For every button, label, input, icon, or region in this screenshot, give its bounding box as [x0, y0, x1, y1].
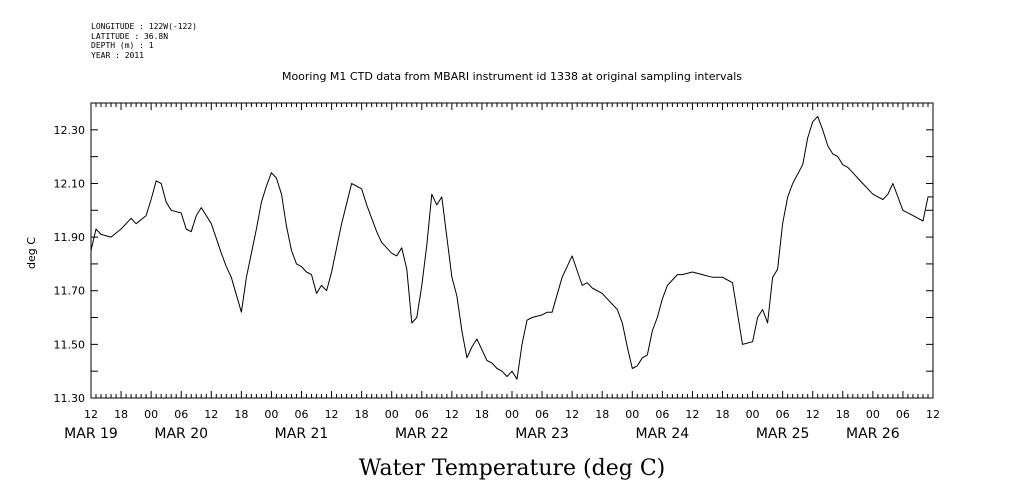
x-tick-label: 00	[866, 408, 880, 421]
data-series	[90, 115, 933, 380]
temperature-series-line	[90, 115, 933, 380]
x-tick-label: 00	[505, 408, 519, 421]
y-tick-label: 11.30	[54, 392, 86, 405]
x-tick-label: 06	[415, 408, 429, 421]
x-tick-label: 12	[806, 408, 820, 421]
x-date-label: MAR 20	[154, 426, 208, 442]
x-date-label: MAR 24	[636, 426, 690, 442]
y-tick-label: 12.30	[54, 124, 86, 137]
y-tick-label: 11.90	[54, 231, 86, 244]
x-tick-label: 00	[625, 408, 639, 421]
meta-latitude: LATITUDE : 36.8N	[91, 31, 169, 41]
x-tick-label: 18	[355, 408, 369, 421]
x-date-label: MAR 25	[756, 426, 810, 442]
chart-title: Mooring M1 CTD data from MBARI instrumen…	[282, 70, 742, 83]
x-tick-label: 00	[144, 408, 158, 421]
plot-axes: 11.30 11.50 11.70 11.90 12.10 12.30 12 18 00 06 12…	[54, 102, 940, 442]
x-tick-label: 06	[655, 408, 669, 421]
x-tick-label: 00	[746, 408, 760, 421]
x-axis-title: Water Temperature (deg C)	[359, 456, 666, 481]
y-axis-label: deg C	[25, 237, 38, 269]
x-tick-label: 00	[264, 408, 278, 421]
x-tick-label: 12	[685, 408, 699, 421]
x-tick-label: 18	[475, 408, 489, 421]
x-tick-label: 00	[385, 408, 399, 421]
x-tick-label: 18	[595, 408, 609, 421]
x-tick-label: 06	[535, 408, 549, 421]
x-date-label: MAR 26	[846, 426, 900, 442]
x-date-label: MAR 23	[515, 426, 569, 442]
x-tick-label: 18	[836, 408, 850, 421]
plot-frame	[90, 102, 934, 399]
x-tick-label: 06	[776, 408, 790, 421]
x-tick-label: 12	[565, 408, 579, 421]
x-tick-label: 06	[896, 408, 910, 421]
x-date-label: MAR 22	[395, 426, 449, 442]
x-tick-label: 12	[926, 408, 940, 421]
y-tick-label: 11.70	[54, 285, 86, 298]
x-tick-label: 12	[445, 408, 459, 421]
x-date-label: MAR 19	[64, 426, 118, 442]
x-tick-label: 12	[84, 408, 98, 421]
x-tick-label: 18	[716, 408, 730, 421]
x-tick-label: 06	[174, 408, 188, 421]
meta-longitude: LONGITUDE : 122W(-122)	[91, 22, 197, 31]
x-tick-label: 06	[295, 408, 309, 421]
x-tick-label: 12	[204, 408, 218, 421]
meta-depth: DEPTH (m) : 1	[91, 41, 154, 50]
x-tick-label: 18	[114, 408, 128, 421]
y-tick-label: 12.10	[54, 177, 86, 190]
x-tick-label: 12	[325, 408, 339, 421]
metadata-block: LONGITUDE : 122W(-122) LATITUDE : 36.8N …	[91, 22, 197, 60]
meta-year: YEAR : 2011	[91, 50, 144, 60]
x-date-label: MAR 21	[275, 426, 329, 442]
x-tick-label: 18	[234, 408, 248, 421]
y-tick-label: 11.50	[54, 338, 86, 351]
